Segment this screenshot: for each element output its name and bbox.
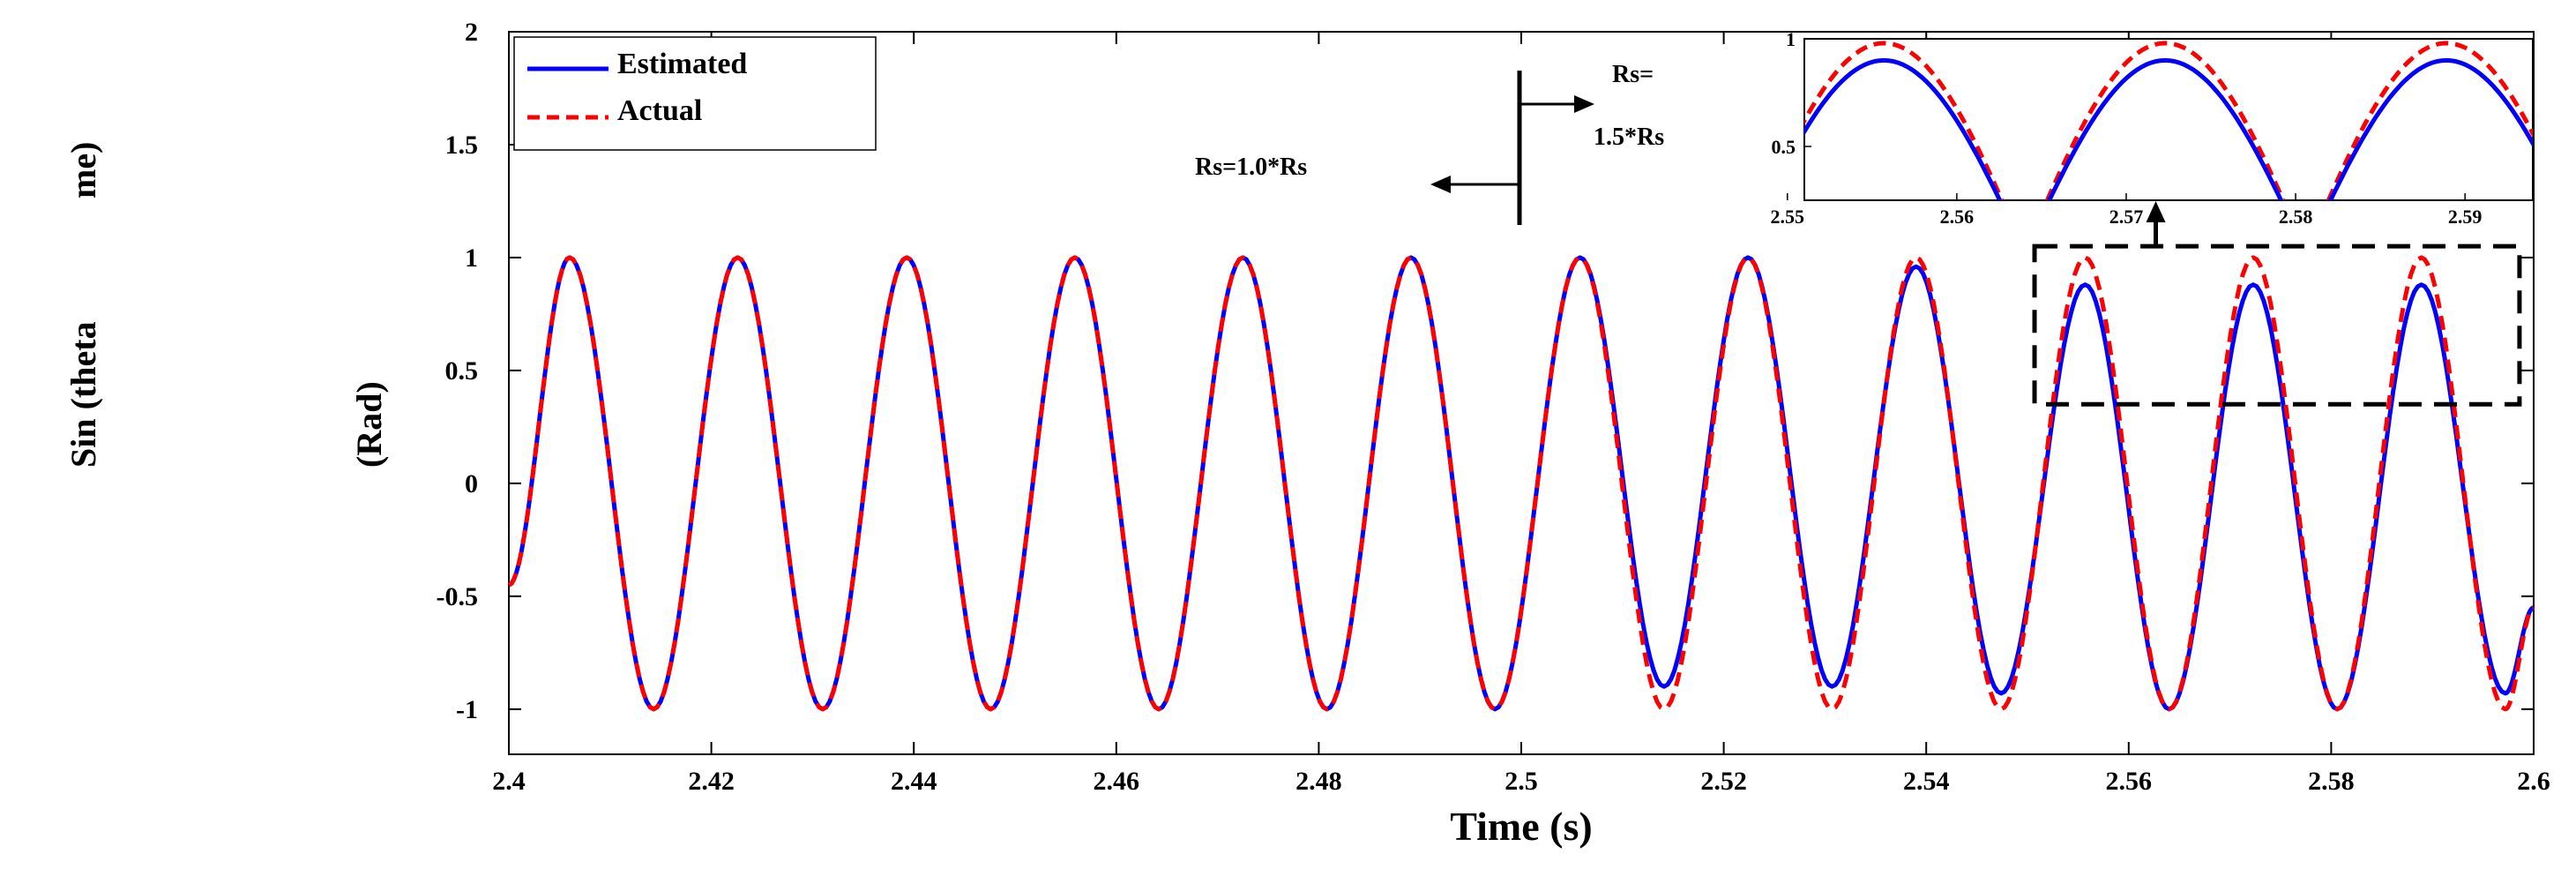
rs-label-after-line-1: Rs= <box>1612 61 1654 88</box>
inset-peak-estimated <box>2047 57 2284 200</box>
x-tick-label: 2.6 <box>2517 767 2550 796</box>
x-tick-label: 2.4 <box>492 767 526 796</box>
rs-arrowhead-right <box>1574 95 1594 113</box>
x-tick-label: 2.52 <box>1700 767 1747 796</box>
legend: Estimated Actual <box>513 36 877 151</box>
plot-area: 2.4 2.42 2.44 2.46 2.48 2.5 2.52 2.54 2.56 2.58 2.… <box>437 18 2550 796</box>
x-axis-label: Time (s) <box>1450 804 1592 849</box>
rs-label-before: Rs=1.0*Rs <box>1195 154 1307 181</box>
rs-arrowhead-left <box>1430 176 1451 193</box>
inset-x-tick-label: 2.55 <box>1771 206 1805 228</box>
x-tick-label: 2.5 <box>1505 767 1538 796</box>
inset-peak-estimated <box>1804 57 2003 200</box>
inset-x-tick-label: 2.58 <box>2279 206 2313 228</box>
y-tick-label: 1 <box>465 243 478 273</box>
inset-x-tick-label: 2.56 <box>1940 206 1975 228</box>
zoom-arrowhead <box>2146 201 2166 222</box>
inset-y-tick-label: 1 <box>1786 28 1796 50</box>
inset-peak-actual <box>1804 41 2005 200</box>
inset-ticks: 2.55 2.56 2.57 2.58 2.59 0.5 1 <box>1771 28 2483 228</box>
y-axis-label-part-3: (Rad) <box>349 381 389 468</box>
inset-peak-actual <box>2326 41 2533 200</box>
series-line-actual <box>507 255 2535 712</box>
x-tick-label: 2.56 <box>2106 767 2153 796</box>
inset-y-tick-label: 0.5 <box>1772 136 1796 158</box>
legend-box <box>513 36 877 151</box>
inset-frame <box>1803 38 2534 201</box>
y-axis-label-part-1: Sin (theta <box>63 321 103 468</box>
zoom-box <box>2032 243 2522 407</box>
x-tick-label: 2.58 <box>2308 767 2355 796</box>
inset-peak-actual <box>2044 41 2286 200</box>
rs-change-annotation: Rs=1.0*Rs Rs= 1.5*Rs <box>1195 61 1664 225</box>
y-tick-label: -0.5 <box>437 582 479 611</box>
x-tick-label: 2.42 <box>688 767 735 796</box>
y-tick-label: 0.5 <box>445 356 479 386</box>
series-layer <box>507 255 2535 712</box>
x-tick-label: 2.46 <box>1094 767 1140 796</box>
series-line-estimated <box>507 255 2535 712</box>
x-tick-label: 2.44 <box>891 767 937 796</box>
inset-peak-estimated <box>2327 57 2533 200</box>
legend-label-actual: Actual <box>617 94 702 127</box>
inset-series-layer <box>1804 41 2533 200</box>
y-axis-ticks: -1 -0.5 0 0.5 1 1.5 2 <box>437 18 2534 724</box>
y-tick-label: -1 <box>456 695 478 724</box>
inset-x-tick-label: 2.57 <box>2109 206 2144 228</box>
y-tick-label: 1.5 <box>445 131 479 160</box>
rs-label-after-line-2: 1.5*Rs <box>1594 124 1664 151</box>
legend-label-estimated: Estimated <box>617 48 747 80</box>
inset-x-tick-label: 2.59 <box>2448 206 2483 228</box>
y-axis-label-part-2: me) <box>63 142 103 199</box>
y-tick-label: 0 <box>465 469 478 498</box>
y-tick-label: 2 <box>465 18 478 47</box>
x-axis-ticks: 2.4 2.42 2.44 2.46 2.48 2.5 2.52 2.54 2.56 2.58 2.… <box>492 32 2550 796</box>
x-tick-label: 2.48 <box>1295 767 1342 796</box>
x-tick-label: 2.54 <box>1903 767 1950 796</box>
inset-plot: 2.55 2.56 2.57 2.58 2.59 0.5 1 <box>1771 28 2534 228</box>
